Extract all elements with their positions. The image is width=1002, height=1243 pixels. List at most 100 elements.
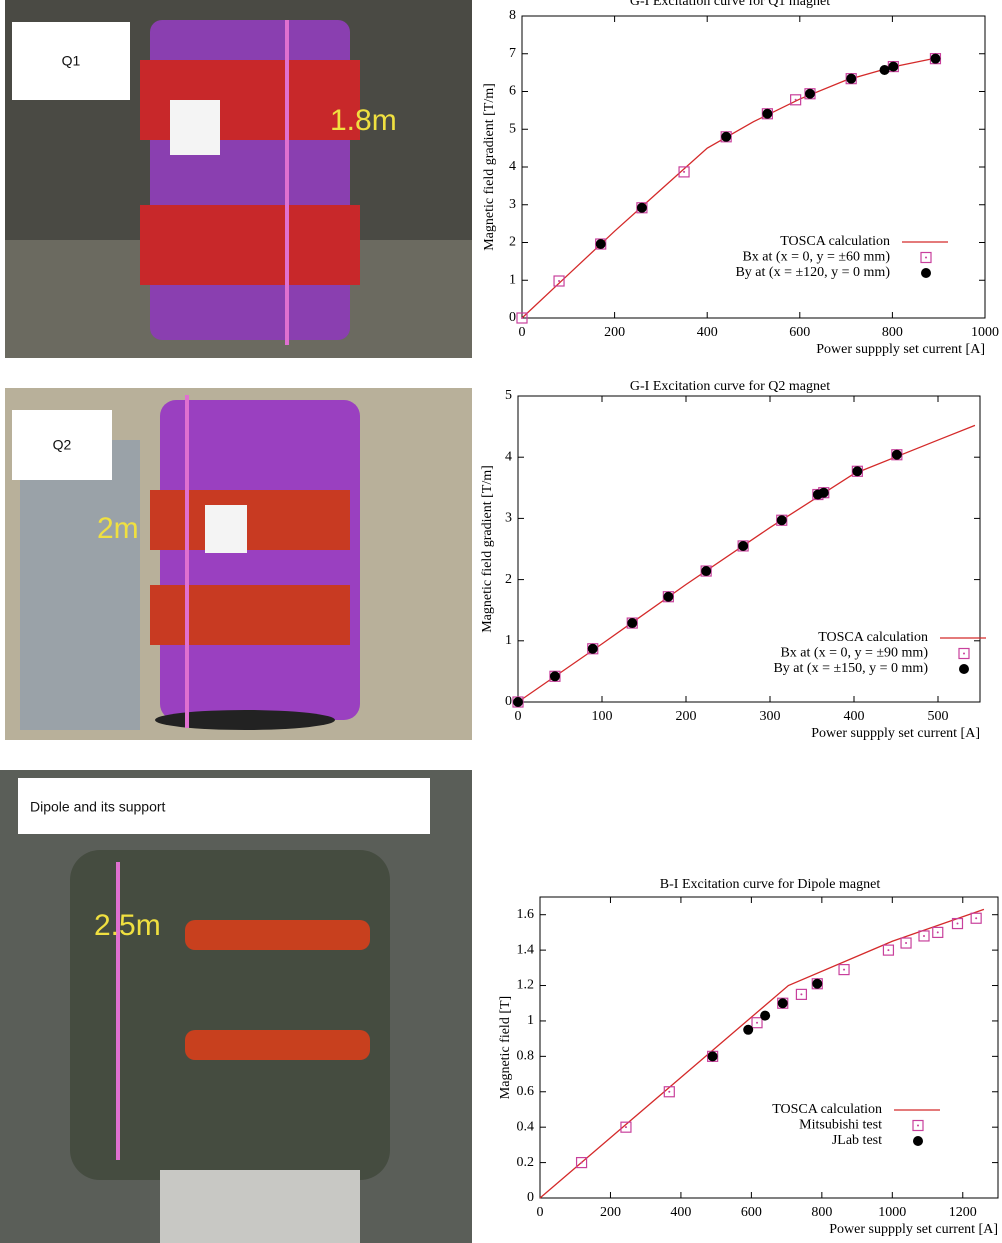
legend-swatch [959, 664, 969, 674]
square-dot [956, 922, 959, 925]
square-point [951, 917, 964, 930]
square-point [553, 275, 565, 287]
circle-point [743, 1024, 754, 1035]
x-tick-label: 500 [928, 709, 949, 724]
x-tick-label: 400 [844, 709, 865, 724]
square-point [900, 937, 912, 949]
square-dot [975, 917, 978, 920]
plot-frame [539, 896, 999, 1199]
x-tick-label: 0 [515, 709, 522, 724]
x-axis-label: Power suppply set current [A] [829, 1222, 998, 1237]
square-point [620, 1121, 632, 1133]
x-tick-label: 400 [670, 1205, 691, 1220]
square-dot [923, 934, 926, 937]
circle-point [818, 487, 829, 498]
square-dot [887, 949, 890, 952]
square-dot [843, 968, 846, 971]
label-box [12, 22, 130, 100]
y-tick-label: 4 [505, 449, 512, 464]
square-point [575, 1156, 588, 1169]
square-point [970, 912, 982, 924]
magnet-coil [150, 490, 350, 550]
square-dot [917, 1124, 919, 1127]
legend-label: Bx at (x = 0, y = ±90 mm) [780, 646, 928, 661]
circle-point [846, 73, 857, 84]
square-point [932, 926, 944, 939]
y-axis-label: Magnetic field [T] [498, 996, 513, 1099]
label-box [18, 778, 430, 834]
legend-swatch [920, 251, 932, 264]
square-dot [521, 317, 523, 319]
circle-point [762, 108, 773, 119]
x-tick-label: 400 [697, 325, 718, 340]
square-dot [558, 280, 561, 283]
x-tick-label: 1000 [878, 1205, 906, 1220]
circle-point [587, 643, 598, 654]
y-axis-label: Magnetic field gradient [T/m] [482, 83, 497, 251]
circle-point [812, 978, 823, 989]
magnet-coil [150, 585, 350, 645]
square-point [751, 1017, 763, 1029]
circle-point [777, 998, 788, 1009]
y-tick-label: 1.4 [517, 942, 535, 957]
circle-point [627, 618, 638, 629]
circle-point [738, 540, 749, 551]
square-point [882, 944, 895, 956]
chart-title: G-I Excitation curve for Q2 magnet [630, 379, 830, 394]
y-tick-label: 2 [509, 235, 516, 250]
legend-label: By at (x = ±150, y = 0 mm) [773, 661, 928, 676]
label-box [12, 410, 112, 480]
cabinet [20, 440, 140, 730]
y-tick-label: 6 [509, 84, 516, 99]
y-tick-label: 1.2 [517, 978, 535, 993]
circle-point [879, 64, 890, 75]
photo-dipole: Dipole and its support 2.5m [0, 770, 472, 1243]
y-tick-label: 1 [509, 272, 516, 287]
square-point [790, 94, 802, 106]
legend-label: By at (x = ±120, y = 0 mm) [735, 265, 890, 280]
y-tick-label: 0 [509, 310, 516, 325]
support [160, 1170, 360, 1243]
y-axis-label: Magnetic field gradient [T/m] [480, 465, 495, 633]
nameplate [205, 505, 247, 553]
y-tick-label: 2 [505, 572, 512, 587]
circle-point [930, 53, 941, 64]
chart-title: B-I Excitation curve for Dipole magnet [660, 877, 881, 892]
magnet-body [160, 400, 360, 720]
plot-frame [517, 395, 981, 703]
circle-point [721, 131, 732, 142]
legend-swatch [921, 268, 931, 278]
circle-point [701, 566, 712, 577]
circle-point [636, 202, 647, 213]
photo-q2: Q2 2m [5, 388, 472, 740]
photo-q1: Q1 1.8m [5, 0, 472, 358]
x-tick-label: 800 [882, 325, 903, 340]
photo-label: Q2 [53, 437, 72, 453]
circle-point [513, 697, 523, 707]
dimension-label: 2m [97, 512, 139, 545]
square-point [838, 963, 850, 976]
circle-point [852, 466, 863, 477]
square-dot [905, 942, 908, 945]
x-tick-label: 1200 [949, 1205, 977, 1220]
x-axis-label: Power suppply set current [A] [811, 726, 980, 741]
x-tick-label: 200 [604, 325, 625, 340]
y-tick-label: 0.2 [517, 1155, 535, 1170]
square-point [663, 1086, 675, 1098]
legend-swatch [912, 1119, 924, 1132]
photo-label: Dipole and its support [30, 799, 166, 815]
square-point [918, 930, 930, 942]
y-tick-label: 0 [527, 1190, 534, 1205]
square-dot [936, 931, 939, 934]
y-tick-label: 0.6 [517, 1084, 535, 1099]
x-tick-label: 100 [592, 709, 613, 724]
x-tick-label: 0 [519, 325, 526, 340]
square-dot [925, 256, 927, 259]
square-dot [963, 652, 965, 655]
square-point [516, 312, 528, 324]
legend-label: TOSCA calculation [772, 1102, 882, 1117]
x-axis-label: Power suppply set current [A] [816, 342, 985, 357]
y-tick-label: 5 [509, 121, 516, 136]
x-tick-label: 800 [811, 1205, 832, 1220]
